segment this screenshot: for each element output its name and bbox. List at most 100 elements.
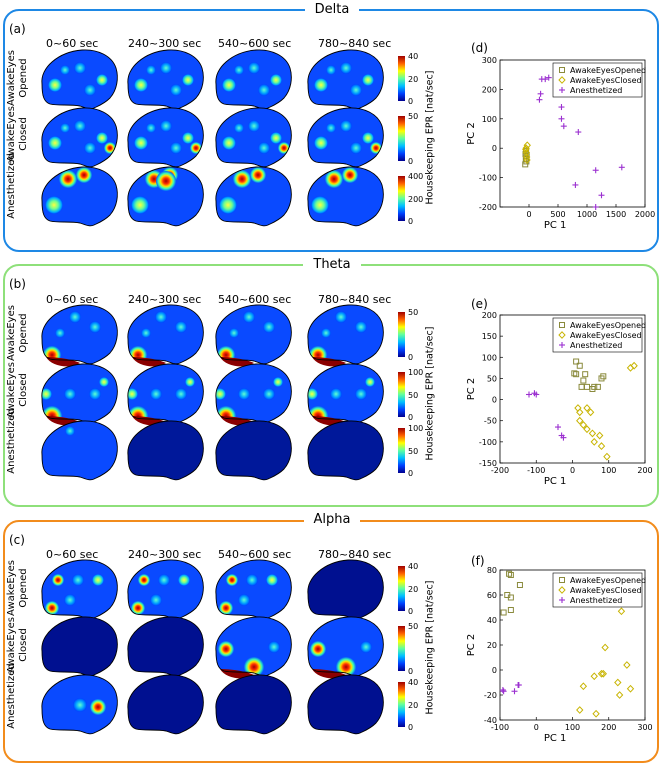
brain-map [127, 616, 204, 677]
x-tick-label: 500 [550, 210, 565, 219]
y-tick-label: 40 [487, 616, 497, 625]
y-tick-label: 50 [487, 374, 497, 383]
data-point-opened [507, 594, 514, 601]
brain-map [215, 363, 292, 426]
data-point-opened [589, 386, 596, 392]
data-point-closed [522, 145, 530, 154]
data-point-opened [600, 373, 607, 380]
data-point-anesthetized [559, 87, 565, 93]
brain-map [215, 420, 292, 481]
data-point-anesthetized [559, 342, 565, 348]
brain-map [307, 420, 384, 481]
colorbar-tick: 40 [408, 562, 419, 571]
x-tick-label: 200 [637, 466, 652, 475]
data-point-anesthetized [511, 688, 518, 695]
data-point-closed [558, 76, 566, 84]
colorbar-tick: 50 [408, 112, 419, 121]
colorbar-tick: 0 [408, 353, 414, 362]
section-title-theta: Theta [0, 257, 664, 273]
colorbar [398, 682, 405, 727]
x-tick-label: 0 [534, 723, 539, 732]
data-point-opened [559, 577, 565, 583]
y-tick-label: -40 [484, 716, 497, 725]
legend-entry: AwakeEyesClosed [570, 331, 642, 340]
data-point-opened [573, 358, 580, 365]
legend: AwakeEyesOpenedAwakeEyesClosedAnesthetiz… [552, 317, 646, 353]
colorbar-tick: 20 [408, 584, 419, 594]
data-point-anesthetized [500, 688, 507, 695]
data-point-anesthetized [545, 74, 552, 81]
data-point-closed [599, 669, 607, 678]
data-point-closed [603, 452, 611, 461]
data-point-anesthetized [572, 181, 579, 188]
data-point-opened [500, 609, 507, 616]
brain-map [41, 674, 118, 735]
brain-map [41, 107, 118, 168]
legend: AwakeEyesOpenedAwakeEyesClosedAnesthetiz… [552, 572, 646, 608]
data-point-anesthetized [499, 687, 506, 693]
brain-map [307, 674, 384, 735]
legend-entry: AwakeEyesClosed [570, 586, 642, 595]
data-point-opened [578, 383, 585, 390]
legend-entry: Anesthetized [570, 596, 622, 605]
colorbar-tick: 50 [408, 390, 419, 400]
data-point-anesthetized [618, 164, 625, 171]
panel-label-b: (b) [9, 277, 26, 291]
brain-map [215, 559, 292, 620]
x-tick-label: 1000 [577, 210, 597, 219]
data-point-opened [507, 572, 514, 578]
brain-map [127, 107, 204, 168]
x-axis-label: PC 1 [544, 733, 567, 744]
brain-map [127, 420, 204, 481]
panel-label-e: (e) [471, 297, 488, 311]
data-point-closed [597, 669, 606, 678]
x-tick-label: 0 [570, 466, 575, 475]
section-title-delta: Delta [0, 2, 664, 18]
brain-map [127, 559, 204, 620]
data-point-closed [617, 607, 626, 616]
col-header-3: 540~600 sec [218, 548, 292, 561]
brain-map [215, 49, 292, 110]
colorbar [398, 626, 405, 671]
data-point-closed [523, 156, 531, 164]
colorbar-tick: 0 [408, 157, 414, 166]
data-point-anesthetized [533, 391, 540, 398]
x-tick-label: 100 [601, 466, 616, 475]
colorbar-tick: 50 [408, 308, 419, 317]
data-point-anesthetized [515, 682, 522, 688]
data-point-closed [579, 421, 588, 429]
data-point-opened [573, 371, 580, 378]
col-header-1: 0~60 sec [46, 548, 99, 561]
brain-map [41, 363, 118, 426]
colorbar-tick: 20 [408, 74, 419, 84]
brain-map [215, 616, 292, 679]
scatter-e: -200 -100 0 100 200 200 150 100 50 0 -50 -100 -150 PC… [466, 311, 653, 487]
data-point-closed [576, 416, 584, 425]
data-point-closed [576, 706, 584, 714]
y-tick-label: -200 [479, 203, 497, 212]
data-point-closed [583, 425, 591, 434]
x-tick-label: -200 [491, 466, 509, 475]
panel-label-a: (a) [9, 22, 26, 36]
legend-entry: AwakeEyesOpened [570, 576, 646, 585]
data-point-opened [580, 377, 587, 384]
panel-label-d: (d) [471, 41, 488, 55]
colorbar-tick: 20 [408, 700, 419, 710]
panel-label-c: (c) [9, 533, 25, 547]
col-header-3: 540~600 sec [218, 293, 292, 306]
colorbar [398, 372, 405, 417]
data-point-closed [558, 331, 566, 339]
brain-map [41, 559, 118, 620]
data-point-opened [523, 152, 530, 159]
x-tick-label: 200 [601, 723, 616, 732]
y-tick-label: 300 [482, 56, 497, 65]
y-tick-label: 200 [482, 311, 497, 320]
brain-map [41, 304, 118, 367]
y-tick-label: 80 [487, 566, 497, 575]
colorbar-tick: 0 [408, 607, 414, 616]
brain-map [41, 166, 118, 227]
legend-entry: Anesthetized [570, 341, 622, 350]
data-point-closed [590, 672, 598, 681]
col-header-4: 780~840 sec [318, 37, 392, 50]
